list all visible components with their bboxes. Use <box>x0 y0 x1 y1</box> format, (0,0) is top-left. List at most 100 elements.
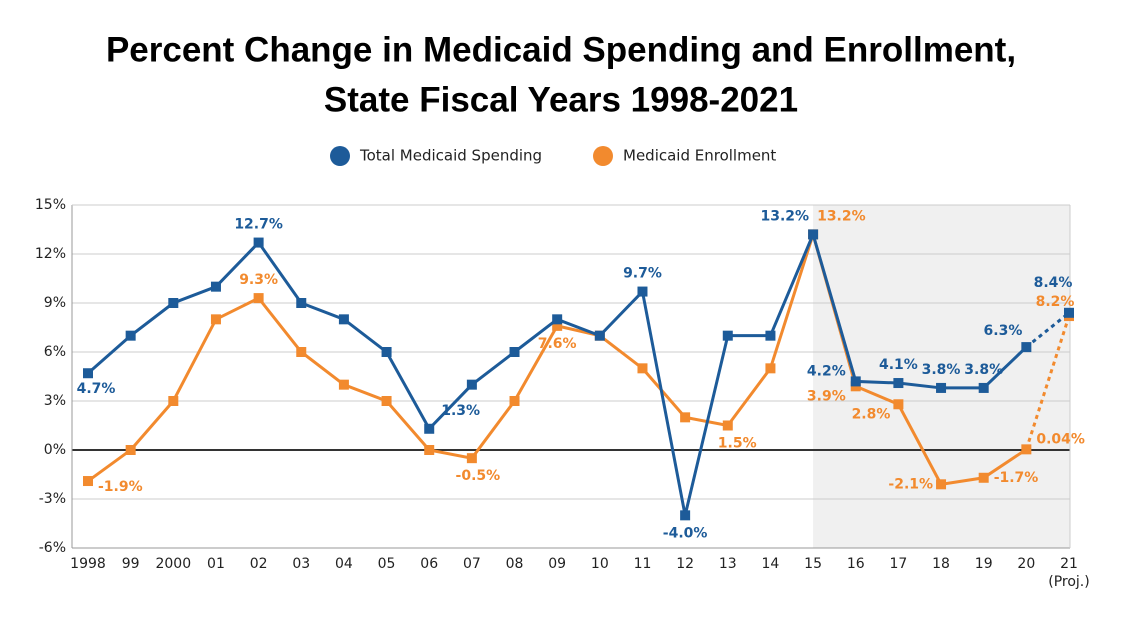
legend-label: Medicaid Enrollment <box>623 147 776 165</box>
x-tick-label: 06 <box>420 556 438 572</box>
point-marker <box>765 330 776 341</box>
data-label: -4.0% <box>663 525 708 541</box>
x-tick-label: 02 <box>250 556 268 572</box>
x-tick-label: 11 <box>634 556 652 572</box>
y-tick-label: 9% <box>44 295 66 311</box>
data-label: 13.2% <box>761 208 810 224</box>
x-tick-label: 03 <box>292 556 310 572</box>
point-marker <box>552 314 563 325</box>
point-marker <box>637 286 648 297</box>
point-marker <box>680 510 691 521</box>
data-label: -1.7% <box>994 470 1039 486</box>
data-label: 4.1% <box>879 357 918 373</box>
data-label: 12.7% <box>234 217 283 233</box>
data-label: 3.8% <box>922 362 961 378</box>
x-tick-label: 99 <box>122 556 140 572</box>
point-marker <box>850 376 861 387</box>
y-tick-label: 12% <box>35 246 66 262</box>
point-marker <box>210 281 221 292</box>
data-label: 4.7% <box>77 381 116 397</box>
point-marker <box>296 347 307 357</box>
legend-marker <box>330 146 350 166</box>
y-tick-label: 6% <box>44 344 66 360</box>
x-tick-label: 1998 <box>70 556 106 572</box>
point-marker <box>338 314 349 325</box>
point-marker <box>253 293 264 304</box>
point-marker <box>722 330 733 341</box>
x-tick-label: 01 <box>207 556 225 572</box>
point-marker <box>936 382 947 393</box>
data-label: 9.3% <box>239 272 278 288</box>
data-label: 8.4% <box>1034 275 1073 291</box>
point-marker <box>296 298 307 308</box>
data-label: 13.2% <box>817 208 866 224</box>
point-marker <box>893 399 904 410</box>
x-tick-label: 13 <box>719 556 737 572</box>
point-marker <box>978 472 989 483</box>
point-marker <box>552 320 563 331</box>
point-marker <box>765 363 776 374</box>
point-marker <box>424 445 435 455</box>
x-tick-label: 20 <box>1017 556 1035 572</box>
point-marker <box>808 229 819 240</box>
point-marker <box>1064 307 1074 318</box>
x-tick-label: 19 <box>975 556 993 572</box>
point-marker <box>168 396 179 406</box>
data-label: 0.04% <box>1036 431 1085 447</box>
point-marker <box>381 396 392 406</box>
point-marker <box>1021 444 1032 455</box>
point-marker <box>722 420 733 431</box>
x-tick-label: 12 <box>676 556 694 572</box>
point-marker <box>83 368 93 379</box>
data-label: 3.9% <box>807 388 846 404</box>
point-marker <box>83 476 93 487</box>
data-label: 4.2% <box>807 363 846 379</box>
chart-subtitle: State Fiscal Years 1998-2021 <box>324 80 798 119</box>
x-tick-label: 10 <box>591 556 609 572</box>
x-tick-label: 07 <box>463 556 481 572</box>
y-tick-label: 0% <box>44 442 66 458</box>
data-label: 6.3% <box>984 323 1023 339</box>
x-tick-label: 21 <box>1060 556 1078 572</box>
x-tick-label: 17 <box>889 556 907 572</box>
data-label: 9.7% <box>623 266 662 282</box>
point-marker <box>210 314 221 325</box>
x-tick-label: 09 <box>548 556 566 572</box>
point-marker <box>381 347 392 357</box>
point-marker <box>424 423 435 434</box>
point-marker <box>509 396 520 406</box>
data-label: 8.2% <box>1036 294 1075 310</box>
data-label: 1.3% <box>441 403 480 419</box>
x-tick-label: 14 <box>762 556 780 572</box>
x-tick-label: 05 <box>378 556 396 572</box>
x-tick-note: (Proj.) <box>1048 574 1089 590</box>
point-marker <box>253 237 264 248</box>
chart-title: Percent Change in Medicaid Spending and … <box>106 30 1016 69</box>
point-marker <box>125 445 136 455</box>
point-marker <box>125 330 136 341</box>
point-marker <box>466 453 477 464</box>
projected-line <box>1025 311 1070 349</box>
point-marker <box>680 412 691 423</box>
point-marker <box>466 379 477 390</box>
x-tick-label: 16 <box>847 556 865 572</box>
data-label: 7.6% <box>538 336 577 352</box>
x-tick-label: 18 <box>932 556 950 572</box>
x-tick-label: 15 <box>804 556 822 572</box>
x-tick-label: 2000 <box>155 556 191 572</box>
point-marker <box>594 330 605 341</box>
y-tick-label: 15% <box>35 197 66 213</box>
x-tick-label: 04 <box>335 556 353 572</box>
data-label: 2.8% <box>852 406 891 422</box>
point-marker <box>338 379 349 390</box>
y-tick-label: 3% <box>44 393 66 409</box>
data-label: 3.8% <box>964 362 1003 378</box>
x-tick-label: 08 <box>506 556 524 572</box>
y-tick-label: -6% <box>39 540 66 556</box>
data-label: -0.5% <box>456 468 501 484</box>
data-label: -1.9% <box>98 479 143 495</box>
legend-marker <box>593 146 613 166</box>
point-marker <box>893 378 904 389</box>
point-marker <box>637 363 648 374</box>
